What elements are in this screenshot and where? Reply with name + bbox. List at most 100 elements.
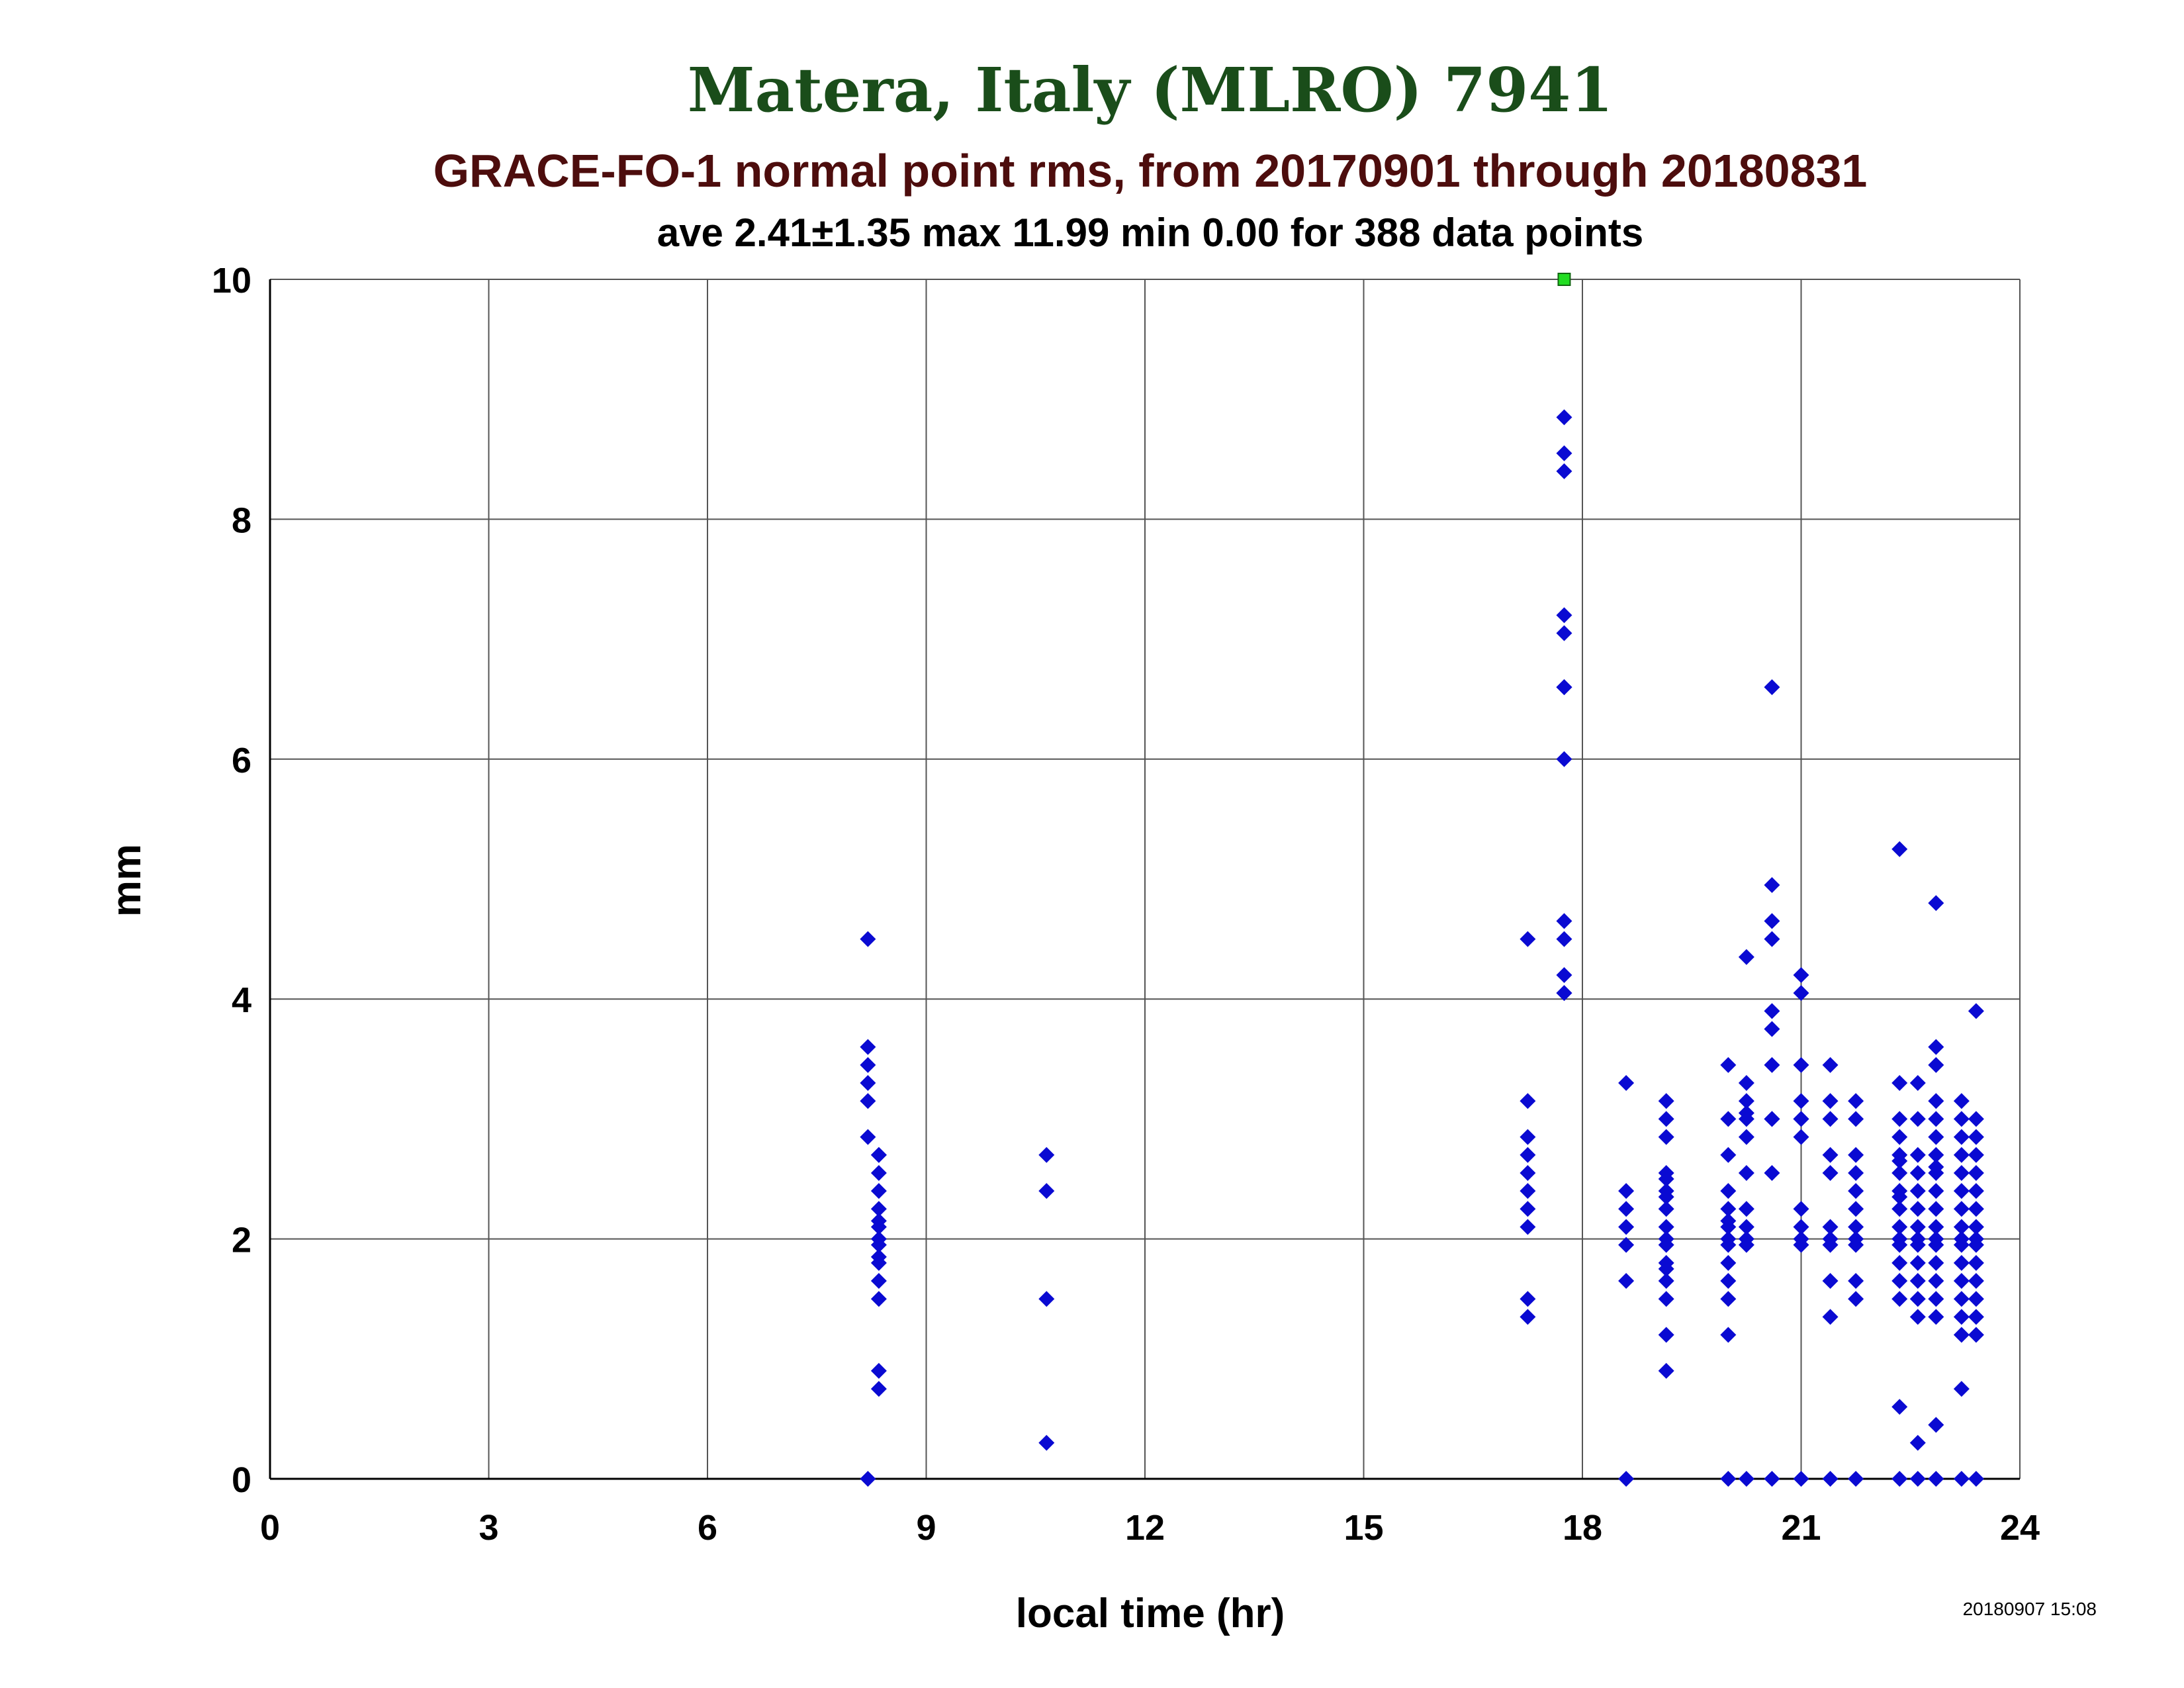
data-point (1848, 1273, 1864, 1289)
data-point (1720, 1291, 1737, 1307)
data-point (1520, 1147, 1536, 1163)
data-point (1891, 1111, 1908, 1127)
data-point (1038, 1183, 1055, 1199)
data-point (1928, 1201, 1944, 1217)
data-point (1909, 1273, 1926, 1289)
data-point (1720, 1327, 1737, 1343)
data-point (1968, 1147, 1984, 1163)
data-point (1928, 895, 1944, 912)
data-point (1720, 1183, 1737, 1199)
data-point (1953, 1381, 1970, 1397)
data-point (1909, 1075, 1926, 1092)
data-point (1822, 1219, 1839, 1235)
data-point (1848, 1201, 1864, 1217)
data-point (1738, 1093, 1754, 1109)
data-point (1793, 1093, 1809, 1109)
data-point (1968, 1003, 1984, 1019)
data-point (1891, 1231, 1908, 1247)
data-point (1556, 625, 1572, 641)
data-point (1909, 1201, 1926, 1217)
data-point (1658, 1111, 1674, 1127)
data-point (1764, 913, 1780, 929)
data-point (1891, 1201, 1908, 1217)
x-tick-label: 6 (698, 1508, 717, 1548)
data-point (1953, 1164, 1970, 1181)
data-point (1720, 1111, 1737, 1127)
data-point (1738, 1075, 1754, 1092)
data-point (1618, 1471, 1635, 1487)
data-point (1909, 1471, 1926, 1487)
data-point (1556, 913, 1572, 929)
data-point (1720, 1056, 1737, 1073)
data-point (1928, 1093, 1944, 1109)
data-point (1891, 1471, 1908, 1487)
data-point (1793, 1201, 1809, 1217)
data-point (1953, 1219, 1970, 1235)
data-point (1738, 1129, 1754, 1145)
data-point (1556, 679, 1572, 696)
data-point (1928, 1291, 1944, 1307)
data-point (1618, 1075, 1635, 1092)
data-point (1520, 1183, 1536, 1199)
chart-title: Matera, Italy (MLRO) 7941 (688, 54, 1613, 126)
data-point (1822, 1147, 1839, 1163)
data-point (1720, 1471, 1737, 1487)
data-point (860, 1056, 876, 1073)
data-point (1848, 1147, 1864, 1163)
data-point (870, 1248, 887, 1265)
data-point (1968, 1309, 1984, 1325)
data-point (1738, 1231, 1754, 1247)
data-point (1928, 1111, 1944, 1127)
data-point (1658, 1189, 1674, 1205)
data-point (1968, 1201, 1984, 1217)
data-point (1953, 1254, 1970, 1271)
data-point (870, 1273, 887, 1289)
data-point (1822, 1309, 1839, 1325)
data-point (1928, 1158, 1944, 1175)
data-point (1968, 1164, 1984, 1181)
data-point (1968, 1273, 1984, 1289)
data-point (1618, 1201, 1635, 1217)
data-point (1520, 1129, 1536, 1145)
data-point (1738, 1105, 1754, 1121)
data-point (1658, 1291, 1674, 1307)
data-point (860, 1129, 876, 1145)
data-point (1720, 1231, 1737, 1247)
data-point (1720, 1201, 1737, 1217)
data-point (1520, 1164, 1536, 1181)
data-point (1848, 1291, 1864, 1307)
data-point (1618, 1183, 1635, 1199)
data-point (1764, 1021, 1780, 1037)
data-point (1556, 931, 1572, 947)
data-point (1891, 1273, 1908, 1289)
data-point (1968, 1254, 1984, 1271)
data-point (1968, 1471, 1984, 1487)
outlier-point (1557, 273, 1571, 286)
data-point (1038, 1291, 1055, 1307)
x-tick-label: 0 (260, 1508, 280, 1548)
data-point (1520, 1093, 1536, 1109)
data-point (1848, 1164, 1864, 1181)
data-point (860, 1093, 876, 1109)
data-point (1658, 1260, 1674, 1277)
data-point (1764, 1164, 1780, 1181)
data-point (1720, 1254, 1737, 1271)
data-point (1909, 1183, 1926, 1199)
y-tick-label: 2 (232, 1221, 251, 1260)
data-point (1822, 1471, 1839, 1487)
data-point (1909, 1254, 1926, 1271)
data-point (1556, 966, 1572, 983)
y-tick-label: 4 (232, 980, 251, 1020)
data-point (1909, 1164, 1926, 1181)
data-point (1909, 1111, 1926, 1127)
data-point (1793, 966, 1809, 983)
data-point (1822, 1056, 1839, 1073)
data-point (1793, 1056, 1809, 1073)
data-point (1968, 1291, 1984, 1307)
x-tick-label: 18 (1563, 1508, 1602, 1548)
data-point (1909, 1231, 1926, 1247)
data-point (1928, 1417, 1944, 1433)
data-point (870, 1291, 887, 1307)
data-point (1891, 1399, 1908, 1415)
